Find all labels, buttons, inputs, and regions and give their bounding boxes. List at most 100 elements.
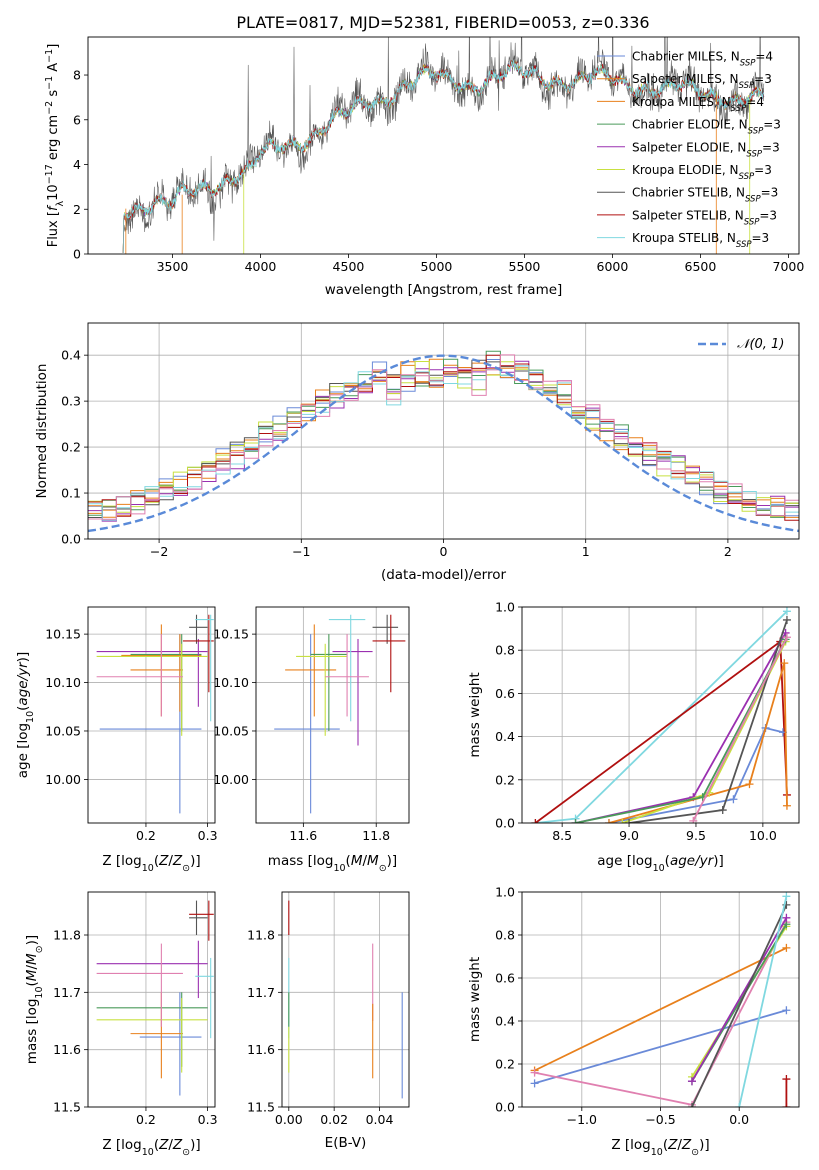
x-tick-label: 10.0 — [749, 828, 777, 843]
age_vs_mass-point — [310, 634, 348, 731]
weight_vs_Z-marker — [782, 1075, 791, 1084]
x-tick-label: 5500 — [509, 259, 541, 274]
weight_vs_age-marker — [782, 633, 791, 642]
spectrum-line-2 — [122, 59, 765, 253]
spectrum-line-5 — [122, 60, 764, 253]
x-tick-label: 7000 — [773, 259, 805, 274]
weight_vs_age-ylabel: mass weight — [467, 672, 483, 757]
x-tick-label: 4500 — [333, 259, 365, 274]
age_vs_Z-marks — [96, 614, 214, 814]
x-tick-label: 0 — [440, 544, 448, 559]
x-tick-label: 9.0 — [619, 828, 639, 843]
y-tick-label: 0 — [73, 247, 81, 262]
x-tick-label: 0.3 — [198, 1112, 218, 1127]
x-tick-label: 11.8 — [362, 828, 390, 843]
weight_vs_age-marker — [689, 816, 698, 823]
weight_vs_Z-marks — [530, 892, 791, 1107]
mass_vs_Z-axes: 0.2 0.3 11.5 11.6 11.7 11.8 — [53, 891, 218, 1128]
x-tick-label: 9.5 — [686, 828, 706, 843]
spectrum-xlabel: wavelength [Angstrom, rest frame] — [325, 282, 563, 298]
mass_vs_Z-frame — [87, 891, 216, 1108]
residuals-xlabel: (data-model)/error — [381, 567, 507, 583]
x-tick-label: 0.2 — [136, 828, 156, 843]
x-tick-label: 2 — [724, 544, 732, 559]
spectrum-legend: Chabrier MILES, NSSP=4 Salpeter MILES, NS… — [597, 50, 781, 250]
y-tick-label: 1.0 — [495, 600, 515, 615]
weight_vs_Z-ylabel: mass weight — [467, 957, 483, 1042]
mass_vs_Z-ticks: 0.2 0.3 11.5 11.6 11.7 11.8 — [53, 928, 217, 1128]
mass-vs-Z-ylabel: mass [log10(M/M⊙)] — [24, 935, 45, 1064]
legend-label: Salpeter MILES, NSSP=3 — [632, 72, 772, 91]
age_vs_Z-axes: 0.2 0.3 10.00 10.05 10.10 10.15 — [45, 606, 218, 843]
x-tick-label: 8.5 — [552, 828, 572, 843]
weight_vs_age-marks — [531, 607, 791, 823]
spectrum-line-4 — [122, 60, 765, 253]
figure-title: PLATE=0817, MJD=52381, FIBERID=0053, z=0… — [236, 13, 649, 32]
weight_vs_age-marker — [531, 819, 540, 823]
x-tick-label: −0.5 — [645, 1112, 675, 1127]
weight_vs_age-line-0 — [535, 610, 788, 823]
weight_vs_age-marker — [718, 806, 727, 815]
spectrum-line-0 — [122, 61, 765, 253]
weight_vs_Z-marker — [530, 1068, 539, 1077]
y-tick-label: 2 — [73, 202, 81, 217]
age-vs-Z-ylabel: age [log10(age/yr)] — [15, 652, 36, 778]
y-tick-label: 0.2 — [61, 440, 81, 455]
legend-label: Chabrier ELODIE, NSSP=3 — [632, 118, 781, 137]
y-tick-label: 11.7 — [247, 985, 275, 1000]
weight_vs_Z-axes: −1.0 −0.5 0.0 0.0 0.2 0.4 0.6 0.8 1.0 — [495, 885, 800, 1128]
age_vs_mass-point — [285, 624, 337, 717]
residuals-ticks: −2 −1 0 1 2 0.0 0.1 0.2 0.3 0.4 — [61, 348, 732, 559]
weight_vs_age-ticks: 8.5 9.0 9.5 10.0 0.0 0.2 0.4 0.6 0.8 1.0 — [495, 600, 777, 844]
y-tick-label: 10.15 — [45, 627, 81, 642]
mass_vs_Z-marks — [96, 900, 214, 1096]
mass_vs_Z-point — [139, 992, 202, 1096]
weight_vs_Z-marker — [687, 1103, 696, 1107]
x-tick-label: 6500 — [685, 259, 717, 274]
age_vs_Z-point — [96, 638, 208, 707]
age_vs_mass-point — [274, 634, 340, 814]
y-tick-label: 11.6 — [53, 1042, 81, 1057]
weight_vs_age-marker — [571, 819, 580, 823]
weight_vs_Z-line-1 — [534, 1009, 787, 1085]
weight_vs_Z-line-5 — [691, 917, 788, 1082]
age_vs_Z-frame — [87, 606, 216, 824]
weight_vs_Z-ticks: −1.0 −0.5 0.0 0.0 0.2 0.4 0.6 0.8 1.0 — [495, 885, 749, 1128]
y-tick-label: 0.2 — [495, 1057, 515, 1072]
y-tick-label: 0.1 — [61, 486, 81, 501]
residual-histogram-9 — [88, 354, 799, 520]
legend-label: Chabrier STELIB, NSSP=3 — [632, 186, 778, 205]
x-tick-label: 0.04 — [366, 1112, 394, 1127]
y-tick-label: 11.8 — [247, 928, 275, 943]
age_vs_Z-point — [130, 624, 183, 717]
mass_vs_ebv-grid — [282, 892, 409, 1108]
weight_vs_age-marker — [745, 780, 754, 789]
weight_vs_Z-line-7 — [738, 896, 788, 1107]
y-tick-label: 0.6 — [495, 686, 515, 701]
mass_vs_Z-grid — [88, 892, 215, 1108]
age_vs_Z-point — [195, 614, 214, 722]
y-tick-label: 0.0 — [61, 532, 81, 547]
weight_vs_age-marker — [625, 819, 634, 823]
weight_vs_age-marker — [782, 615, 791, 624]
y-tick-label: 1.0 — [495, 885, 515, 900]
y-tick-label: 10.05 — [45, 723, 81, 738]
weight_vs_age-marker — [604, 819, 613, 823]
legend-label: Chabrier MILES, NSSP=4 — [632, 50, 773, 69]
mass_vs_Z-point — [189, 900, 208, 935]
age_vs_mass-point — [372, 614, 406, 693]
mass_vs_Z-point — [96, 940, 208, 999]
x-tick-label: 5000 — [421, 259, 453, 274]
y-tick-label: 10.15 — [213, 627, 249, 642]
legend-label: Salpeter ELODIE, NSSP=3 — [632, 140, 780, 159]
mass_vs_ebv-marks — [288, 900, 403, 1099]
age_vs_mass-point — [372, 614, 399, 644]
spectrum-axes: 3500 4000 4500 5000 5500 6000 6500 7000 0 2 4 6 8 — [73, 36, 805, 274]
x-tick-label: −1.0 — [567, 1112, 597, 1127]
residuals-axes: −2 −1 0 1 2 0.0 0.1 0.2 0.3 0.4 — [61, 322, 800, 559]
x-tick-label: 6000 — [597, 259, 629, 274]
x-tick-label: −1 — [292, 544, 310, 559]
mass_vs_Z-point — [130, 992, 183, 1079]
y-tick-label: 4 — [73, 157, 81, 172]
age_vs_mass-ticks: 11.6 11.8 10.00 10.05 10.10 10.15 — [213, 627, 390, 843]
